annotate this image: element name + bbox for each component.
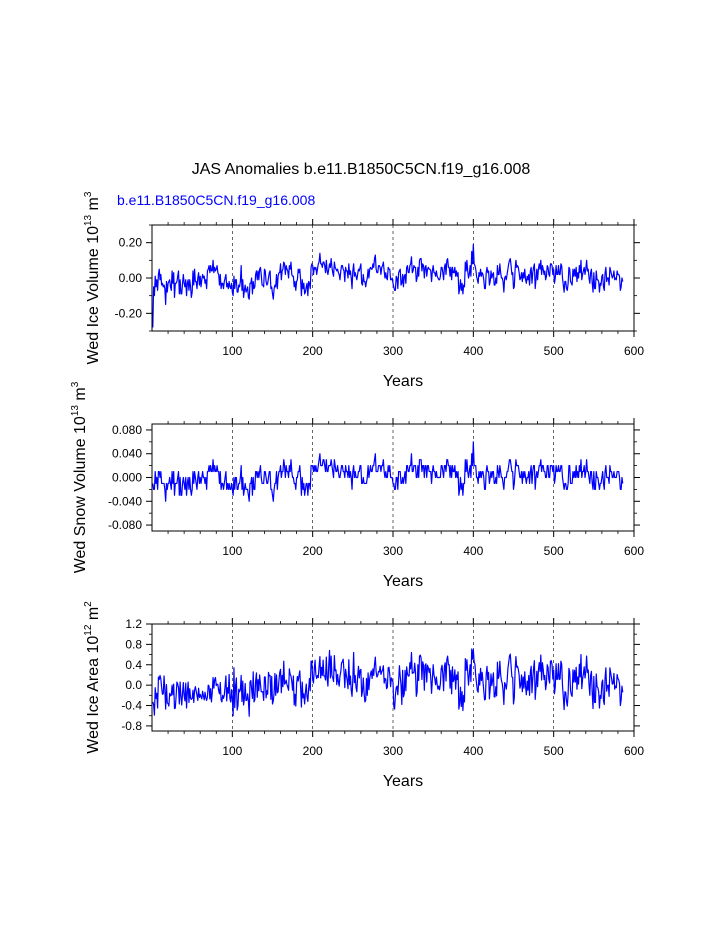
y-tick-label: 0.0 xyxy=(125,678,142,692)
series-line xyxy=(152,441,624,502)
y-axis-label-unit-exponent: 2 xyxy=(83,601,94,607)
x-tick-label: 100 xyxy=(222,544,242,558)
x-axis-label: Years xyxy=(383,773,423,790)
y-tick-label: 0.040 xyxy=(112,447,142,461)
x-tick-label: 500 xyxy=(544,744,564,758)
y-tick-label: -0.20 xyxy=(115,306,143,320)
x-tick-label: 600 xyxy=(624,544,644,558)
series-line xyxy=(152,648,624,717)
x-axis-label: Years xyxy=(383,573,423,590)
x-tick-label: 600 xyxy=(624,344,644,358)
y-tick-label: 0.4 xyxy=(125,658,142,672)
x-tick-label: 200 xyxy=(303,744,323,758)
x-tick-label: 100 xyxy=(222,744,242,758)
y-axis-label-exponent: 13 xyxy=(70,405,81,417)
y-axis-label-unit-exponent: 3 xyxy=(83,191,94,197)
x-tick-label: 500 xyxy=(544,344,564,358)
x-tick-label: 200 xyxy=(303,544,323,558)
y-tick-label: 0.20 xyxy=(119,236,143,250)
y-axis-label-main: Wed Snow Volume 10 xyxy=(72,416,89,573)
x-tick-label: 200 xyxy=(303,344,323,358)
y-axis-label-exponent: 13 xyxy=(83,214,94,226)
y-axis-label-unit: m xyxy=(85,607,102,625)
x-tick-label: 400 xyxy=(463,544,483,558)
x-tick-label: 400 xyxy=(463,344,483,358)
x-tick-label: 300 xyxy=(383,544,403,558)
series-line xyxy=(152,243,624,328)
y-axis-label-unit-exponent: 3 xyxy=(70,381,81,387)
y-tick-label: 0.000 xyxy=(112,471,142,485)
y-tick-label: -0.8 xyxy=(121,719,142,733)
x-axis-label: Years xyxy=(383,373,423,390)
y-tick-label: 0.080 xyxy=(112,423,142,437)
x-tick-label: 300 xyxy=(383,744,403,758)
y-axis-label-unit: m xyxy=(85,197,102,215)
y-tick-label: -0.4 xyxy=(121,699,142,713)
x-tick-label: 400 xyxy=(463,744,483,758)
x-tick-label: 500 xyxy=(544,544,564,558)
figure-title: JAS Anomalies b.e11.B1850C5CN.f19_g16.00… xyxy=(192,161,531,178)
y-axis-label-main: Wed Ice Volume 10 xyxy=(85,226,102,365)
y-tick-label: 0.00 xyxy=(119,271,143,285)
x-tick-label: 300 xyxy=(383,344,403,358)
panel-3: 100 200 300 400 500 600 -0.8 -0.4 0.0 0.4 0.8 1.2 Ye… xyxy=(83,601,644,790)
y-tick-label: -0.040 xyxy=(108,494,142,508)
y-axis-label-main: Wed Ice Area 10 xyxy=(85,636,102,754)
y-axis-label: Wed Ice Area 1012 m2 xyxy=(83,601,102,754)
y-tick-label: -0.080 xyxy=(108,518,142,532)
y-tick-label: 0.8 xyxy=(125,637,142,651)
y-axis-label-exponent: 12 xyxy=(83,624,94,636)
x-tick-label: 100 xyxy=(222,344,242,358)
y-axis-label: Wed Snow Volume 1013 m3 xyxy=(70,381,89,573)
y-tick-label: 1.2 xyxy=(125,617,142,631)
y-axis-label: Wed Ice Volume 1013 m3 xyxy=(83,191,102,364)
panel-1: 100 200 300 400 500 600 -0.20 0.00 0.20 Years Wed … xyxy=(83,191,644,390)
panel-2: 100 200 300 400 500 600 -0.080 -0.040 0.000 0.040… xyxy=(70,381,644,590)
case-label: b.e11.B1850C5CN.f19_g16.008 xyxy=(117,192,315,208)
y-axis-label-unit: m xyxy=(72,387,89,405)
x-tick-label: 600 xyxy=(624,744,644,758)
